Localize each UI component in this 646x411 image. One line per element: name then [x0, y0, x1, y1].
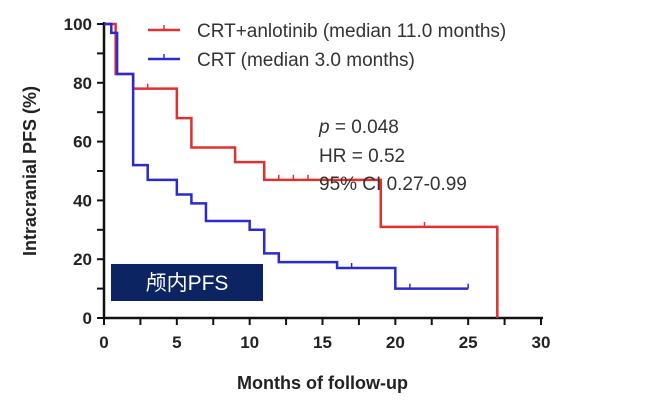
x-tick-label: 0: [99, 333, 108, 352]
hazard-ratio: HR = 0.52: [319, 146, 405, 167]
x-axis-label: Months of follow-up: [237, 373, 408, 393]
y-axis-label: Intracranial PFS (%): [20, 86, 40, 256]
badge: [111, 264, 263, 301]
y-tick-label: 80: [73, 74, 92, 93]
km-curve-1: [104, 22, 469, 290]
y-tick-label: 100: [64, 15, 92, 34]
x-tick-label: 10: [240, 333, 259, 352]
legend-label: CRT+anlotinib (median 11.0 months): [197, 21, 506, 42]
y-tick-label: 20: [73, 250, 92, 269]
p-value: p = 0.048: [318, 117, 399, 138]
confidence-interval: 95% CI 0.27-0.99: [319, 174, 467, 195]
y-tick-label: 40: [73, 191, 92, 210]
x-tick-label: 25: [459, 333, 478, 352]
y-tick-label: 0: [83, 309, 92, 328]
x-tick-label: 30: [532, 333, 551, 352]
x-tick-label: 20: [386, 333, 405, 352]
legend-label: CRT (median 3.0 months): [197, 50, 415, 71]
x-tick-label: 5: [172, 333, 181, 352]
x-tick-label: 15: [313, 333, 332, 352]
y-tick-label: 60: [73, 133, 92, 152]
badge-label: 颅内PFS: [146, 272, 229, 295]
